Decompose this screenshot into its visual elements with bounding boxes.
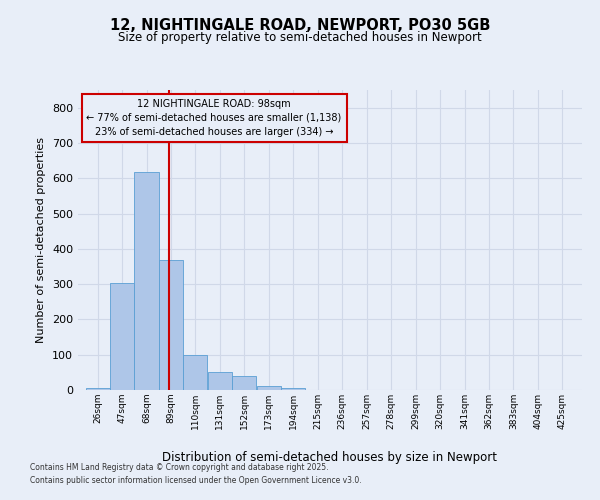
- Bar: [134, 172, 158, 390]
- Y-axis label: Number of semi-detached properties: Number of semi-detached properties: [37, 137, 46, 343]
- Text: Size of property relative to semi-detached houses in Newport: Size of property relative to semi-detach…: [118, 31, 482, 44]
- Text: Distribution of semi-detached houses by size in Newport: Distribution of semi-detached houses by …: [163, 451, 497, 464]
- Bar: [159, 260, 183, 390]
- Bar: [281, 388, 305, 390]
- Bar: [208, 372, 232, 390]
- Bar: [232, 376, 256, 390]
- Bar: [86, 388, 110, 390]
- Bar: [184, 356, 208, 390]
- Text: Contains public sector information licensed under the Open Government Licence v3: Contains public sector information licen…: [30, 476, 362, 485]
- Text: 12 NIGHTINGALE ROAD: 98sqm
← 77% of semi-detached houses are smaller (1,138)
23%: 12 NIGHTINGALE ROAD: 98sqm ← 77% of semi…: [86, 99, 342, 137]
- Bar: [257, 386, 281, 390]
- Text: Contains HM Land Registry data © Crown copyright and database right 2025.: Contains HM Land Registry data © Crown c…: [30, 464, 329, 472]
- Bar: [110, 284, 134, 390]
- Text: 12, NIGHTINGALE ROAD, NEWPORT, PO30 5GB: 12, NIGHTINGALE ROAD, NEWPORT, PO30 5GB: [110, 18, 490, 32]
